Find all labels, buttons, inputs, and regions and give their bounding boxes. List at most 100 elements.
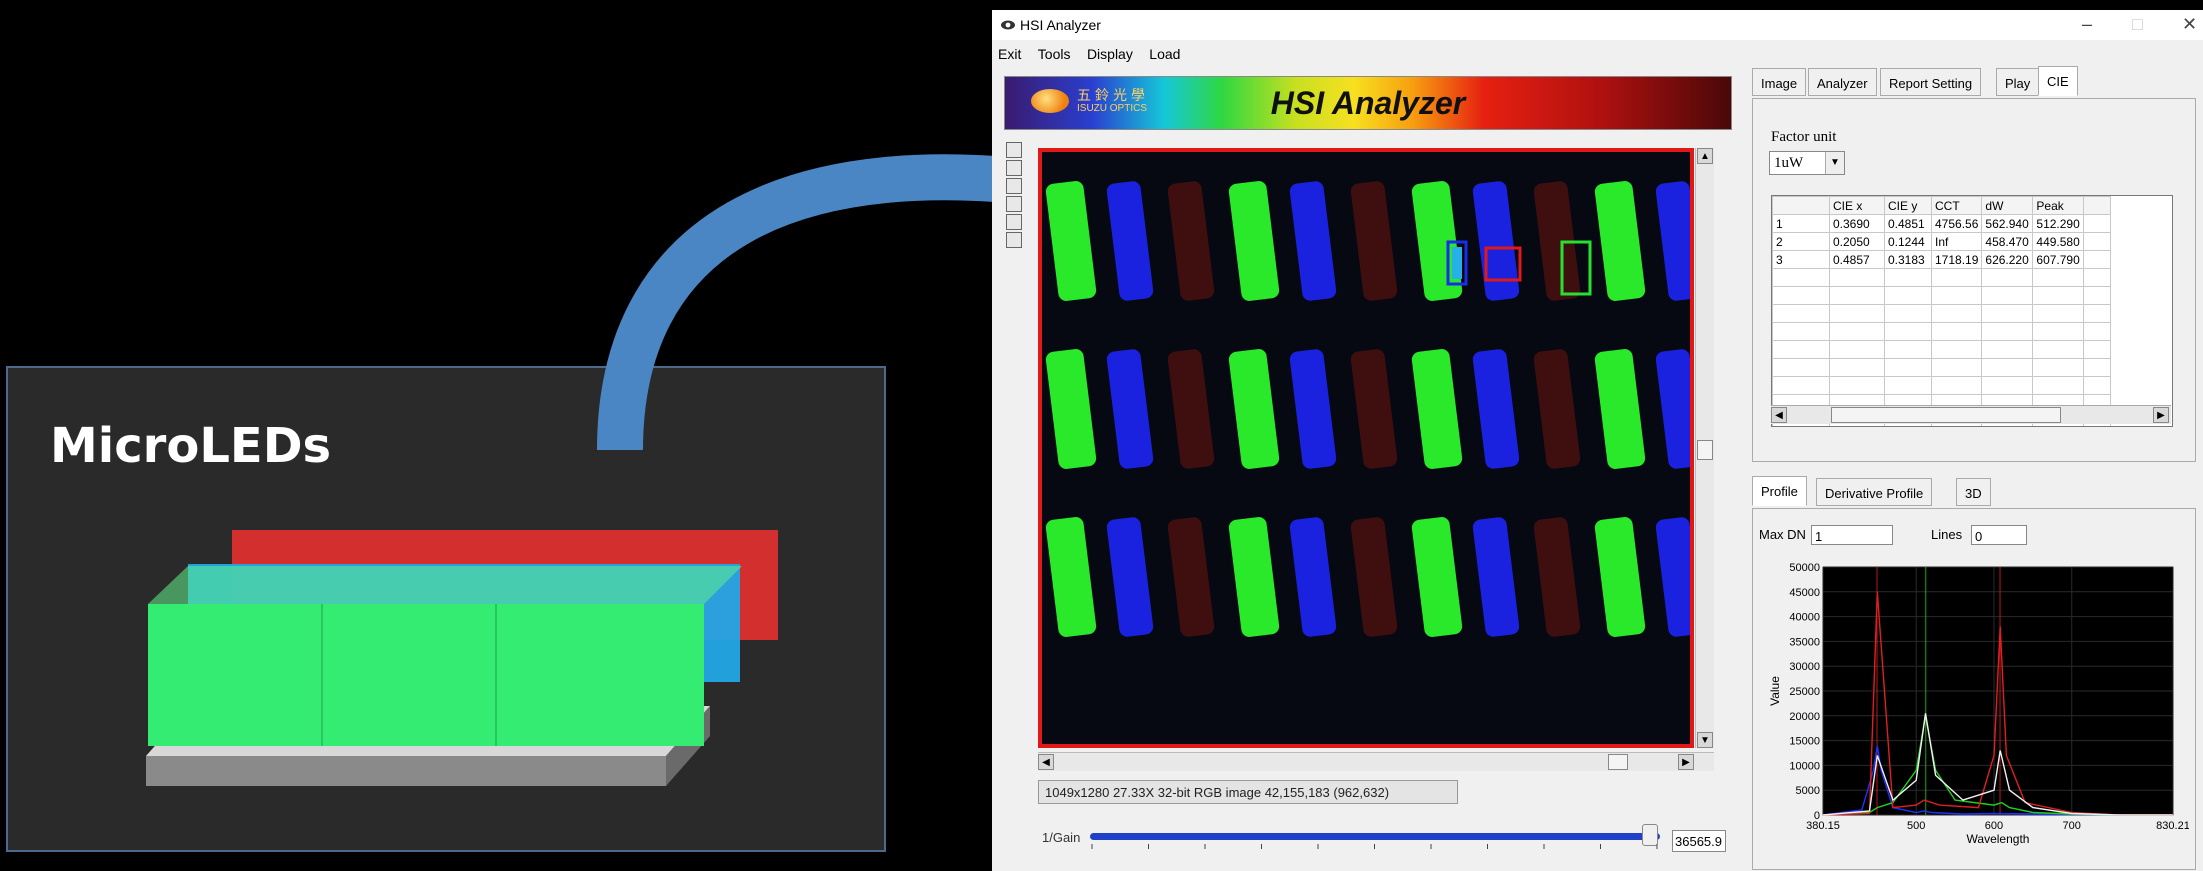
- cie-table-cell: 449.580: [2032, 232, 2085, 251]
- rectangle-tool-icon[interactable]: [1006, 196, 1022, 212]
- gain-slider[interactable]: [1090, 833, 1660, 840]
- hyperspectral-image-view[interactable]: [1038, 148, 1694, 748]
- green-led-row: [148, 604, 704, 746]
- menu-exit[interactable]: Exit: [998, 46, 1022, 62]
- maximize-icon[interactable]: □: [2132, 14, 2143, 34]
- y-tick-label: 20000: [1789, 711, 1820, 723]
- tab-analyzer[interactable]: Analyzer: [1808, 68, 1877, 96]
- logo-chinese-text: 五鈴光學: [1077, 87, 1149, 103]
- cie-table-cell: [2032, 304, 2085, 323]
- y-tick-label: 15000: [1789, 736, 1820, 748]
- spectrum-series-line: [1822, 591, 2173, 816]
- roi-box-1[interactable]: [1446, 240, 1468, 286]
- green-led: [1594, 181, 1646, 301]
- cie-table-cell: [2083, 214, 2112, 233]
- curved-arrow: [597, 150, 1100, 451]
- cie-table-row[interactable]: [1772, 286, 2112, 305]
- cie-table-cell: 512.290: [2032, 214, 2085, 233]
- y-axis-label: Value: [1768, 676, 1782, 706]
- cie-table-cell: [1884, 340, 1932, 359]
- roi-box-2[interactable]: [1484, 246, 1522, 282]
- cie-table-cell: 2: [1772, 232, 1830, 251]
- cie-table-row[interactable]: [1772, 322, 2112, 341]
- cie-table-cell: [2032, 268, 2085, 287]
- tab-report-setting[interactable]: Report Setting: [1880, 68, 1982, 96]
- cie-table-cell: Inf: [1930, 232, 1983, 251]
- horizontal-scroll-thumb[interactable]: [1608, 754, 1628, 770]
- gain-label: 1/Gain: [1042, 830, 1081, 845]
- cie-table-grid: CIE x CIE y CCT dW Peak 1 0.3690 0.4851 4756.56…: [1772, 196, 2112, 426]
- gain-slider-thumb[interactable]: [1641, 824, 1658, 846]
- max-dn-field[interactable]: 1: [1811, 525, 1893, 545]
- menu-display[interactable]: Display: [1086, 46, 1133, 62]
- cie-table-cell: [1981, 304, 2034, 323]
- scroll-right-icon[interactable]: ▶: [1678, 754, 1694, 770]
- cie-table-cell: [1884, 376, 1932, 395]
- pointer-tool-icon[interactable]: [1006, 160, 1022, 176]
- image-horizontal-scrollbar[interactable]: ◀ ▶: [1038, 752, 1714, 771]
- cie-table-row[interactable]: 2 0.2050 0.1244 Inf 458.470 449.580: [1772, 232, 2112, 251]
- scroll-up-icon[interactable]: ▲: [1697, 148, 1713, 164]
- blue-led: [1289, 349, 1337, 469]
- cie-table-cell: 0.2050: [1829, 232, 1885, 251]
- cie-table-row[interactable]: 3 0.4857 0.3183 1718.19 626.220 607.790: [1772, 250, 2112, 269]
- y-tick-label: 35000: [1789, 636, 1820, 648]
- app-eye-icon: [1001, 20, 1015, 30]
- cie-table-cell: [1884, 304, 1932, 323]
- cie-table-cell: [1772, 322, 1830, 341]
- cie-table-cell: [1829, 286, 1885, 305]
- cie-table-row[interactable]: [1772, 340, 2112, 359]
- microled-illustration: MicroLEDs: [6, 366, 886, 852]
- cie-table-row[interactable]: 1 0.3690 0.4851 4756.56 562.940 512.290: [1772, 214, 2112, 233]
- cie-table-cell: [2083, 250, 2112, 269]
- cie-table-row[interactable]: [1772, 304, 2112, 323]
- spectrum-chart: 0 5000 10000 15000 20000 25000 30000 35000 40000…: [1768, 562, 2189, 846]
- green-led: [1228, 517, 1280, 637]
- vertical-scroll-thumb[interactable]: [1697, 440, 1713, 460]
- blue-led: [1472, 517, 1520, 637]
- blue-led: [1106, 181, 1154, 301]
- factor-unit-select[interactable]: 1uW ▼: [1769, 151, 1845, 175]
- lines-field[interactable]: 0: [1971, 525, 2027, 545]
- scroll-left-icon[interactable]: ◀: [1771, 407, 1787, 423]
- cie-table-row[interactable]: [1772, 376, 2112, 395]
- gain-value-field[interactable]: 36565.9: [1672, 830, 1726, 852]
- zoom-tool-icon[interactable]: [1006, 142, 1022, 158]
- scroll-left-icon[interactable]: ◀: [1038, 754, 1054, 770]
- cie-scroll-thumb[interactable]: [1831, 407, 2061, 423]
- menu-load[interactable]: Load: [1149, 46, 1181, 62]
- cie-table-cell: [2032, 358, 2085, 377]
- cie-table-row[interactable]: [1772, 358, 2112, 377]
- spectrum-series-line: [1822, 713, 2173, 816]
- chevron-down-icon[interactable]: ▼: [1825, 152, 1844, 174]
- tab-cie[interactable]: CIE: [2038, 66, 2078, 96]
- cie-table-cell: [1930, 322, 1983, 341]
- minimize-icon[interactable]: –: [2082, 14, 2093, 34]
- red-led-dim: [1533, 517, 1581, 637]
- menu-tools[interactable]: Tools: [1037, 46, 1071, 62]
- tab-profile[interactable]: Profile: [1752, 476, 1807, 506]
- tab-image[interactable]: Image: [1752, 68, 1807, 96]
- line-tool-icon[interactable]: [1006, 178, 1022, 194]
- image-vertical-scrollbar[interactable]: ▲ ▼: [1695, 148, 1714, 748]
- green-led: [1045, 349, 1097, 469]
- hsi-analyzer-window: HSI Analyzer – □ ✕ Exit Tools Display Lo…: [992, 10, 2203, 871]
- green-led: [1045, 517, 1097, 637]
- microled-stack-graphic: [146, 530, 778, 786]
- cie-table-cell: [1829, 340, 1885, 359]
- green-led: [1228, 181, 1280, 301]
- scroll-right-icon[interactable]: ▶: [2153, 407, 2169, 423]
- cie-table-row[interactable]: [1772, 268, 2112, 287]
- scroll-down-icon[interactable]: ▼: [1697, 732, 1713, 748]
- tab-derivative-profile[interactable]: Derivative Profile: [1816, 478, 1933, 506]
- lines-label: Lines: [1931, 527, 1963, 542]
- roi-box-3[interactable]: [1560, 240, 1592, 296]
- cie-results-table[interactable]: CIE x CIE y CCT dW Peak 1 0.3690 0.4851 4756.56…: [1771, 195, 2173, 427]
- polygon-tool-icon[interactable]: [1006, 214, 1022, 230]
- tab-play[interactable]: Play: [1996, 68, 2040, 96]
- tab-3d[interactable]: 3D: [1956, 478, 1991, 506]
- close-icon[interactable]: ✕: [2182, 14, 2198, 34]
- cie-table-horizontal-scrollbar[interactable]: ◀ ▶: [1771, 405, 2171, 424]
- ellipse-tool-icon[interactable]: [1006, 232, 1022, 248]
- green-led: [1045, 181, 1097, 301]
